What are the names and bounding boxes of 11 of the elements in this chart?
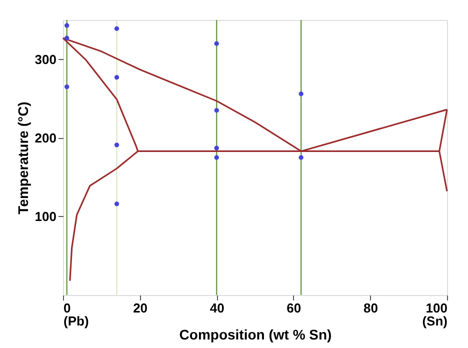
x-tick-label: 0 (Pb) — [64, 300, 89, 328]
x-tick-label: 60 — [286, 300, 302, 316]
x-tick-label: 40 — [210, 300, 224, 316]
y-tick-label: 200 — [34, 130, 56, 146]
y-tick-label: 100 — [34, 208, 56, 224]
y-axis-title: Temperature (°C) — [14, 102, 31, 214]
y-tick-label: 300 — [34, 52, 56, 67]
x-tick-label: 100 (Sn) — [422, 300, 448, 328]
x-axis-title: Composition (wt % Sn) — [179, 326, 332, 342]
x-tick-label: 20 — [133, 300, 148, 316]
x-tick-label: 80 — [363, 300, 378, 316]
